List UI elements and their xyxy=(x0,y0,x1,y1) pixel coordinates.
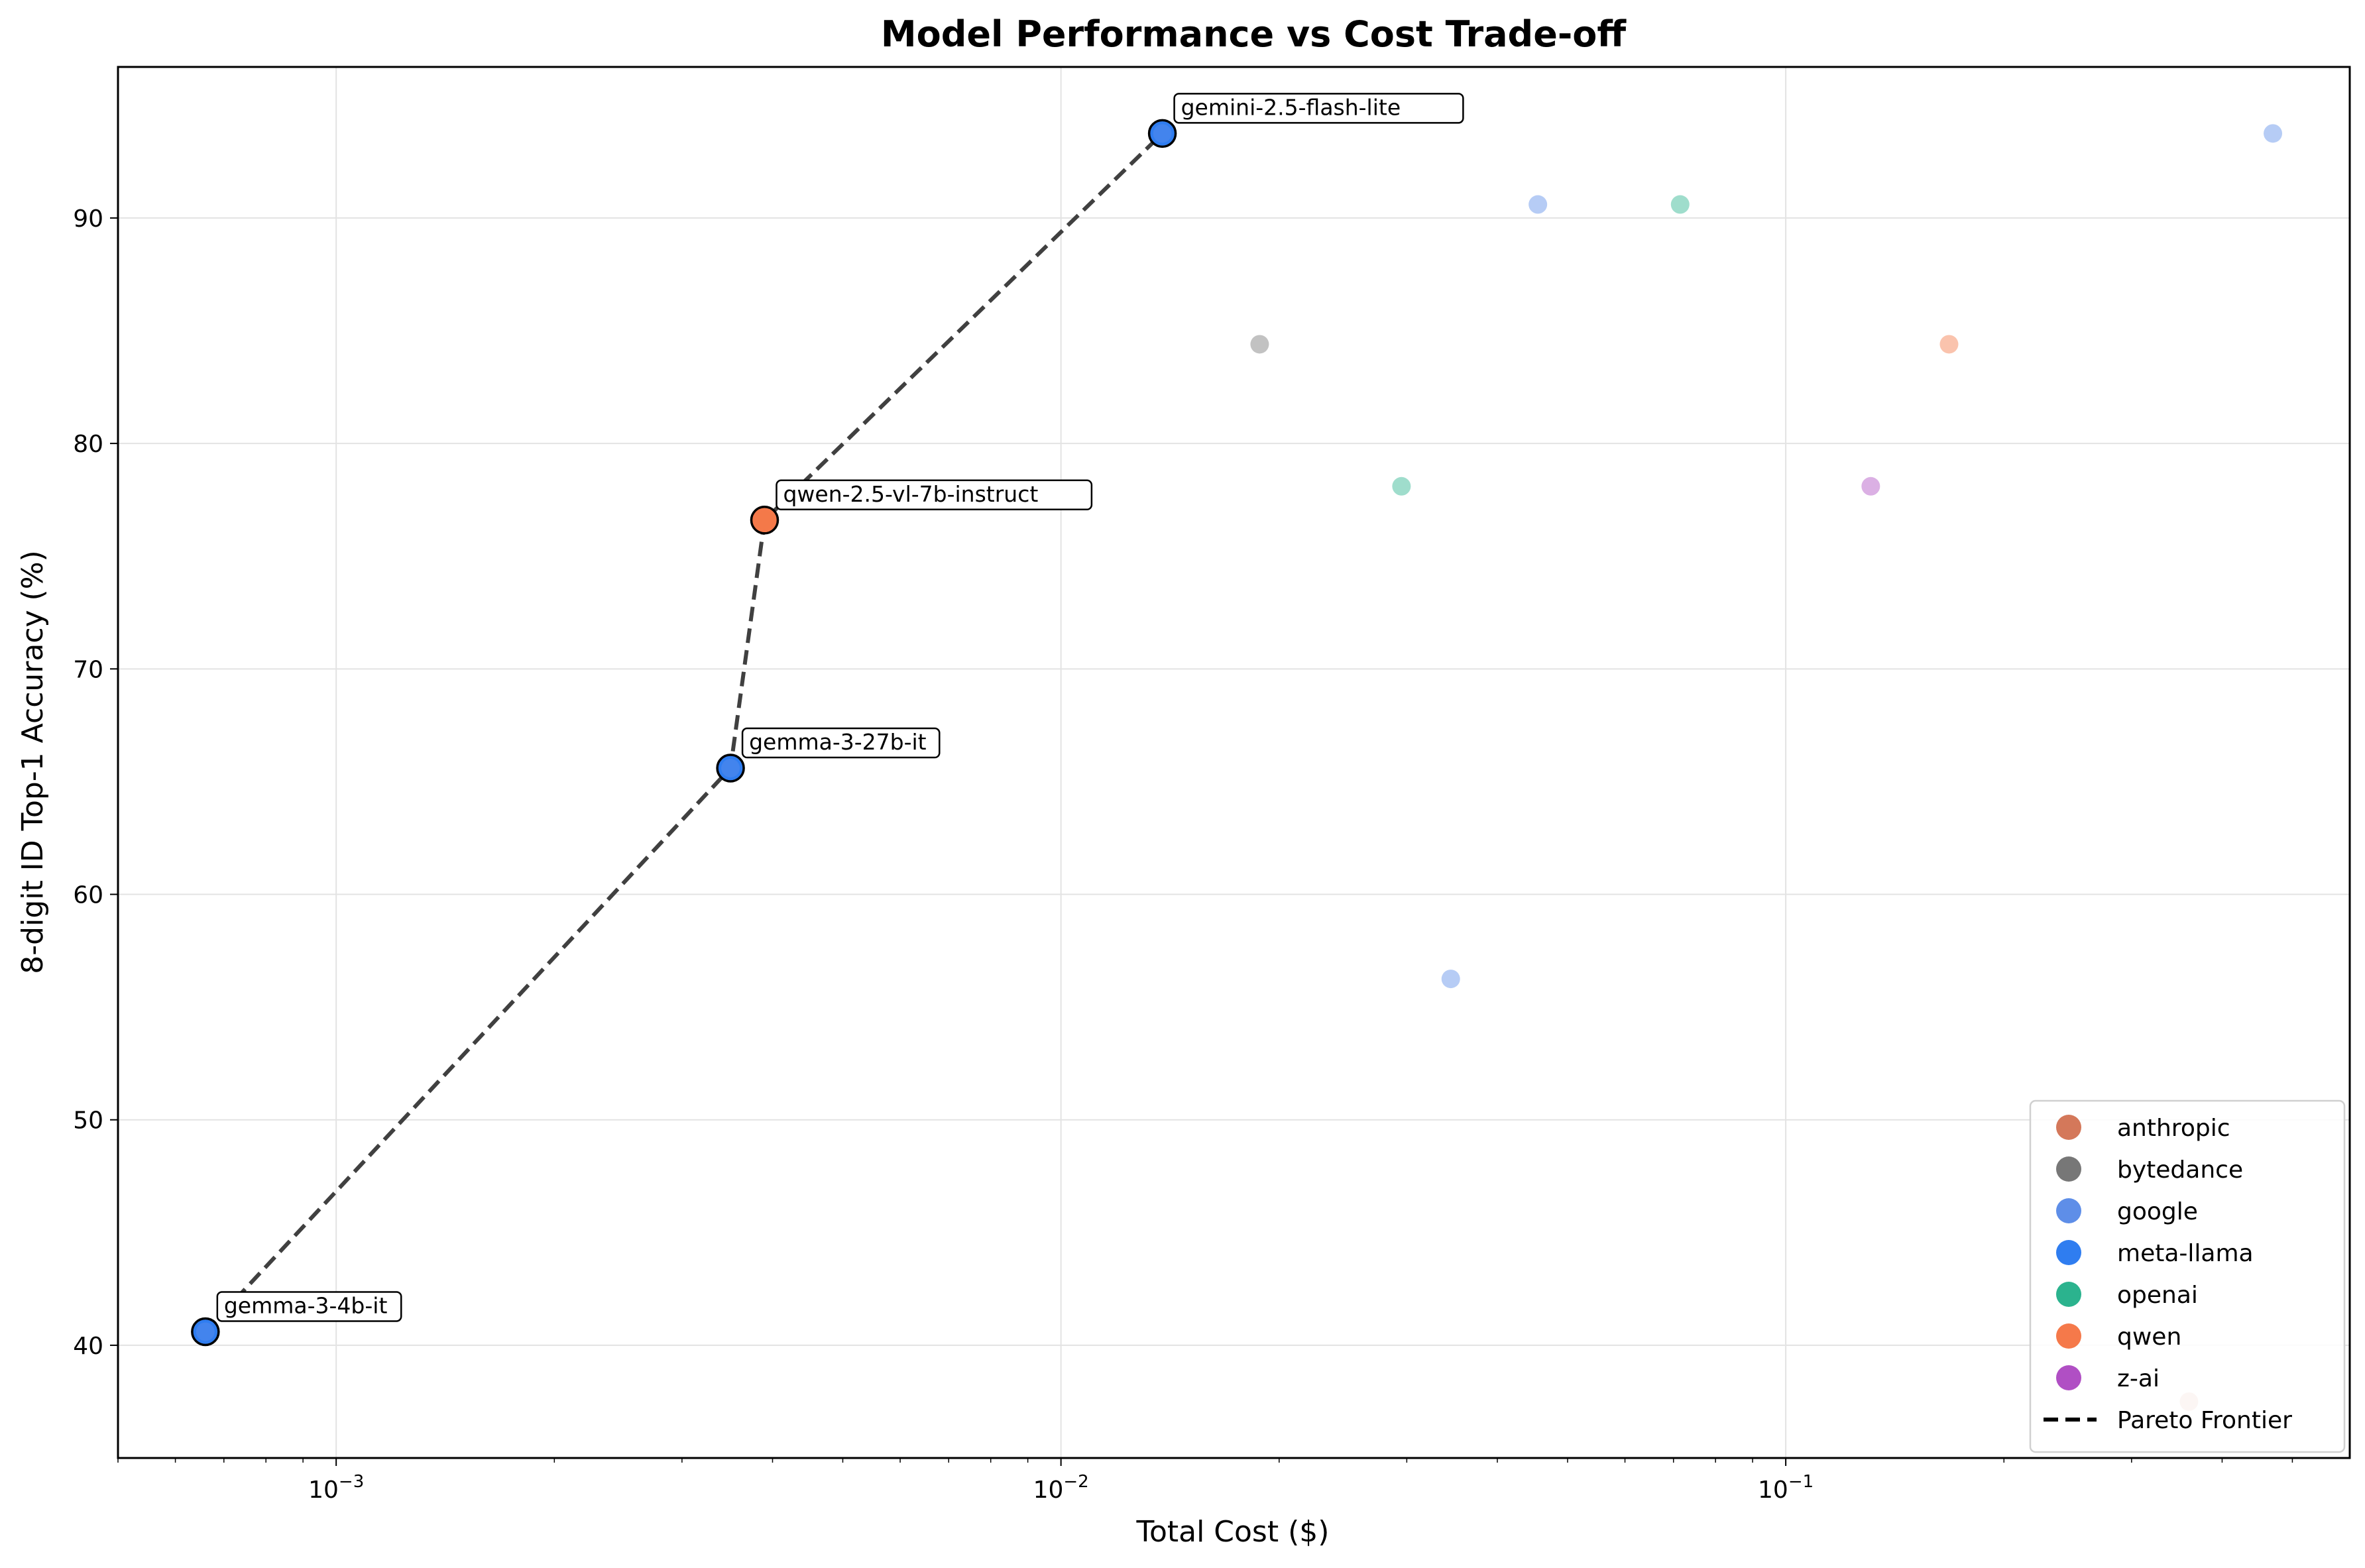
legend-label: qwen xyxy=(2117,1323,2181,1351)
x-ticks: 10−3 10−2 10−1 xyxy=(117,1458,2293,1504)
data-point xyxy=(755,510,774,530)
annotation-box xyxy=(741,727,941,759)
legend-marker xyxy=(2056,1365,2081,1390)
legend-label: google xyxy=(2117,1198,2198,1225)
data-point xyxy=(1392,476,1411,496)
plot-frame xyxy=(117,66,2351,1459)
pareto-point xyxy=(1147,119,1177,148)
pareto-frontier-line xyxy=(203,132,1164,1333)
legend-marker xyxy=(2056,1240,2081,1265)
legend-marker xyxy=(2056,1323,2081,1349)
legend-label: openai xyxy=(2117,1282,2198,1309)
legend-label: Pareto Frontier xyxy=(2117,1407,2292,1434)
y-tick-label: 60 xyxy=(73,882,103,909)
legend: anthropic bytedance google meta-llama openai… xyxy=(2029,1099,2346,1453)
annotation-label: gemma-3-27b-it xyxy=(749,729,927,755)
legend-label: bytedance xyxy=(2117,1156,2243,1184)
x-tick-label: 10−1 xyxy=(1758,1472,1814,1504)
data-point xyxy=(196,1322,215,1341)
data-point xyxy=(2264,124,2283,143)
legend-marker xyxy=(2056,1115,2081,1140)
annotation-label: qwen-2.5-vl-7b-instruct xyxy=(783,481,1038,507)
data-point xyxy=(721,759,740,778)
y-axis-label: 8-digit ID Top-1 Accuracy (%) xyxy=(16,550,50,974)
pareto-frontier xyxy=(191,119,1177,1347)
x-axis-label: Total Cost ($) xyxy=(1136,1515,1330,1549)
legend-label: meta-llama xyxy=(2117,1240,2254,1267)
data-point xyxy=(1939,335,1959,354)
grid-lines xyxy=(118,67,2350,1458)
y-tick-label: 40 xyxy=(73,1333,103,1360)
data-point xyxy=(1861,476,1880,496)
legend-label: anthropic xyxy=(2117,1115,2230,1142)
y-tick-label: 90 xyxy=(73,205,103,233)
data-point xyxy=(1441,970,1460,989)
annotation-box xyxy=(776,479,1093,511)
legend-label: z-ai xyxy=(2117,1365,2160,1392)
data-point xyxy=(1670,195,1690,214)
y-tick-label: 80 xyxy=(73,431,103,458)
legend-marker xyxy=(2056,1282,2081,1307)
y-tick-label: 50 xyxy=(73,1107,103,1135)
legend-marker xyxy=(2056,1156,2081,1182)
legend-marker xyxy=(2056,1198,2081,1223)
annotation-label: gemma-3-4b-it xyxy=(224,1292,388,1318)
chart-title: Model Performance vs Cost Trade-off xyxy=(881,13,1627,55)
x-tick-label: 10−3 xyxy=(308,1472,364,1504)
data-point xyxy=(1153,124,1172,143)
frontier-annotations: gemma-3-4b-it gemma-3-27b-it qwen-2.5-vl-7… xyxy=(216,93,1464,1322)
y-ticks: 40 50 60 70 80 90 xyxy=(73,205,118,1360)
y-tick-label: 70 xyxy=(73,656,103,683)
data-point xyxy=(1250,335,1269,354)
annotation-box xyxy=(1173,93,1464,124)
pareto-point xyxy=(191,1317,220,1347)
annotation-label: gemini-2.5-flash-lite xyxy=(1181,94,1401,120)
legend-box xyxy=(2029,1099,2346,1453)
pareto-point xyxy=(716,754,745,783)
data-point xyxy=(1529,195,1548,214)
annotation-box xyxy=(216,1291,402,1322)
x-tick-label: 10−2 xyxy=(1033,1472,1089,1504)
pareto-point xyxy=(750,506,779,535)
